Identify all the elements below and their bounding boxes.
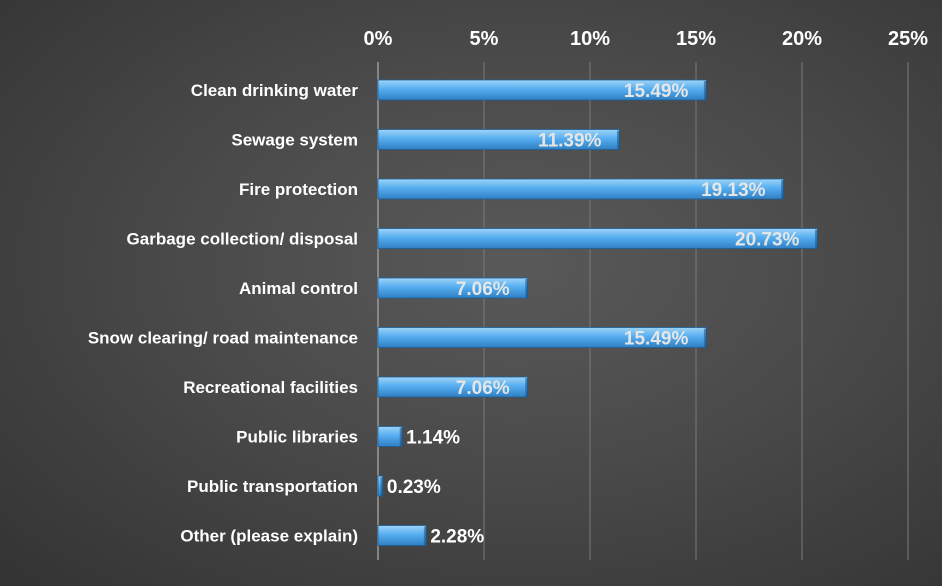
data-label: 1.14% [406, 428, 460, 449]
category-label: Snow clearing/ road maintenance [88, 329, 358, 348]
bar-end-cap [703, 328, 707, 348]
x-tick-label: 5% [470, 28, 499, 50]
data-label: 0.23% [387, 477, 441, 498]
data-label: 15.49% [624, 81, 689, 102]
bar-end-cap [703, 81, 707, 100]
bar-end-cap [616, 130, 620, 150]
data-labels: 15.49% 11.39% 19.13% 20.73% 7.06% 15.49% 7.06%… [387, 81, 800, 548]
category-label: Clean drinking water [191, 81, 359, 100]
category-label: Recreational facilities [183, 378, 358, 397]
bar [377, 426, 403, 447]
bar-end-cap [380, 477, 383, 496]
x-tick-label: 25% [888, 28, 928, 50]
category-label: Public libraries [236, 428, 358, 447]
bar-end-cap [525, 378, 528, 397]
x-tick-label: 10% [570, 28, 610, 50]
x-axis-ticks: 0% 5% 10% 15% 20% 25% [364, 28, 929, 50]
bar-end-cap [814, 229, 818, 249]
data-label: 11.39% [538, 131, 601, 152]
x-tick-label: 20% [782, 28, 822, 50]
category-labels: Clean drinking water Sewage system Fire pr… [88, 81, 359, 546]
category-label: Other (please explain) [180, 527, 358, 546]
category-label: Animal control [239, 279, 358, 298]
category-label: Garbage collection/ disposal [127, 230, 358, 249]
bars [377, 79, 818, 546]
bar-end-cap [781, 180, 784, 199]
data-label: 2.28% [430, 527, 484, 548]
category-label: Public transportation [187, 477, 358, 496]
category-label: Sewage system [231, 131, 358, 150]
bar-end-cap [399, 427, 403, 447]
x-tick-label: 15% [676, 28, 716, 50]
data-label: 15.49% [624, 329, 689, 350]
data-label: 7.06% [456, 279, 510, 300]
x-tick-label: 0% [364, 28, 393, 50]
category-label: Fire protection [239, 180, 358, 199]
bar-end-cap [525, 279, 528, 298]
bar [377, 525, 427, 546]
data-label: 7.06% [456, 378, 510, 399]
data-label: 19.13% [701, 180, 766, 201]
bar-end-cap [423, 526, 427, 546]
data-label: 20.73% [735, 230, 800, 251]
